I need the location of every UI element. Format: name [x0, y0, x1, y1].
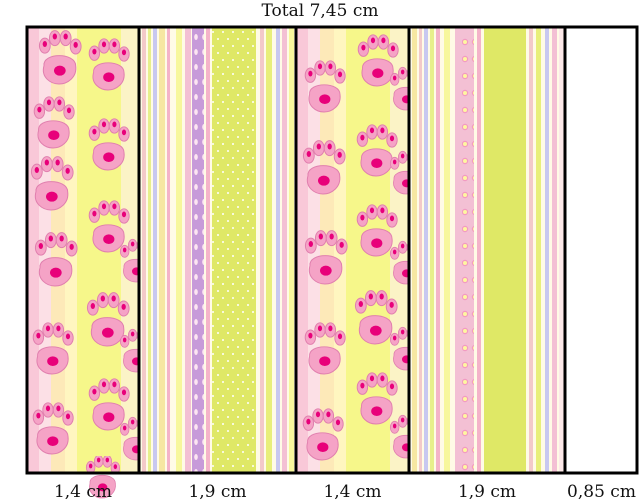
panel-5-blank [565, 27, 637, 473]
panel-2-stripe-pattern [139, 27, 296, 473]
panel-5-width-label: 0,85 cm [567, 482, 636, 502]
panel-1-paw-pattern [27, 27, 155, 499]
panel-4-stripe-pattern [409, 27, 565, 473]
panel-4-width-label: 1,9 cm [457, 482, 517, 502]
panel-outlines [25, 25, 639, 475]
panel-1-width-label: 1,4 cm [53, 482, 113, 502]
panel-3-width-label: 1,4 cm [323, 482, 382, 502]
panel-3-paw-pattern [296, 27, 425, 473]
total-width-label: Total 7,45 cm [261, 1, 379, 21]
panel-2-width-label: 1,9 cm [188, 482, 247, 502]
